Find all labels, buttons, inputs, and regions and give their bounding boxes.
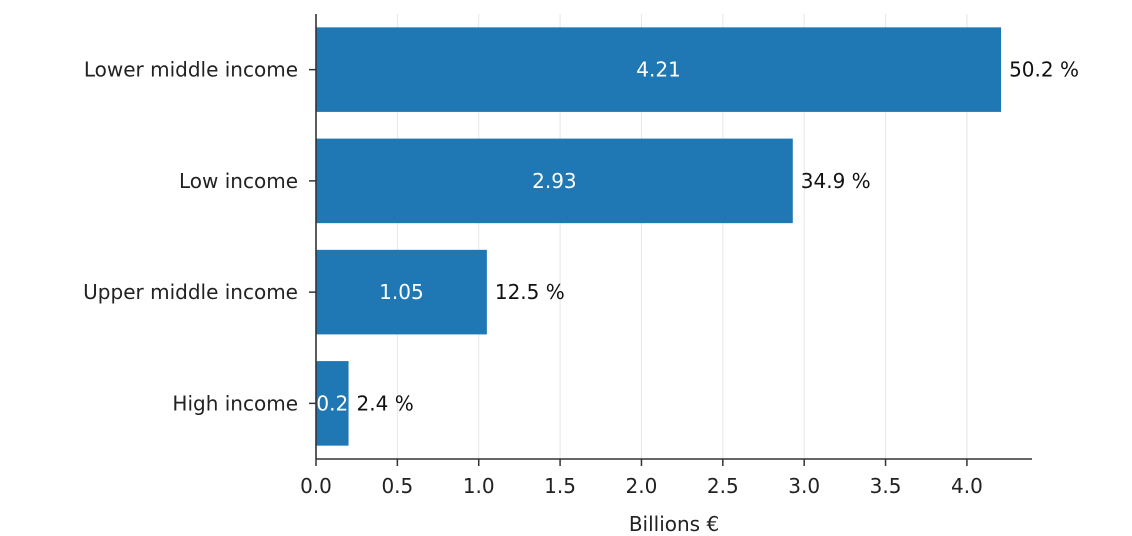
bar: [316, 249, 487, 335]
x-tick-label: 1.5: [544, 474, 576, 498]
bar-value-label: 2.93: [532, 169, 577, 193]
bar: [316, 138, 793, 224]
category-label: High income: [172, 391, 298, 415]
share-label: 2.4 %: [357, 391, 414, 415]
bar: [316, 27, 1002, 112]
x-tick-label: 0.5: [381, 474, 413, 498]
x-tick-label: 0.0: [300, 474, 332, 498]
bar-value-label: 0.2: [316, 391, 348, 415]
x-tick-label: 1.0: [463, 474, 495, 498]
category-label: Upper middle income: [83, 280, 298, 304]
x-tick-label: 4.0: [951, 474, 983, 498]
share-label: 50.2 %: [1009, 58, 1079, 82]
x-tick-label: 3.5: [870, 474, 902, 498]
bar-value-label: 1.05: [379, 280, 424, 304]
x-tick-label: 3.0: [788, 474, 820, 498]
x-axis-title: Billions €: [629, 512, 719, 536]
y-axis-categories: Lower middle income Low income Upper middl…: [83, 58, 316, 415]
x-tick-label: 2.0: [626, 474, 658, 498]
x-tick-label: 2.5: [707, 474, 739, 498]
axes: [315, 14, 1032, 460]
bars: 4.21 50.2 % 2.93 34.9 % 1.05 12.5 % 0.2 2.4 %: [316, 27, 1079, 446]
category-label: Low income: [179, 169, 298, 193]
bar-value-label: 4.21: [636, 58, 681, 82]
category-label: Lower middle income: [84, 58, 298, 82]
bar: [316, 361, 349, 446]
share-label: 34.9 %: [801, 169, 871, 193]
x-axis-ticks: 0.0 0.5 1.0 1.5 2.0 2.5 3.0 3.5 4.0: [300, 459, 983, 498]
share-label: 12.5 %: [495, 280, 565, 304]
